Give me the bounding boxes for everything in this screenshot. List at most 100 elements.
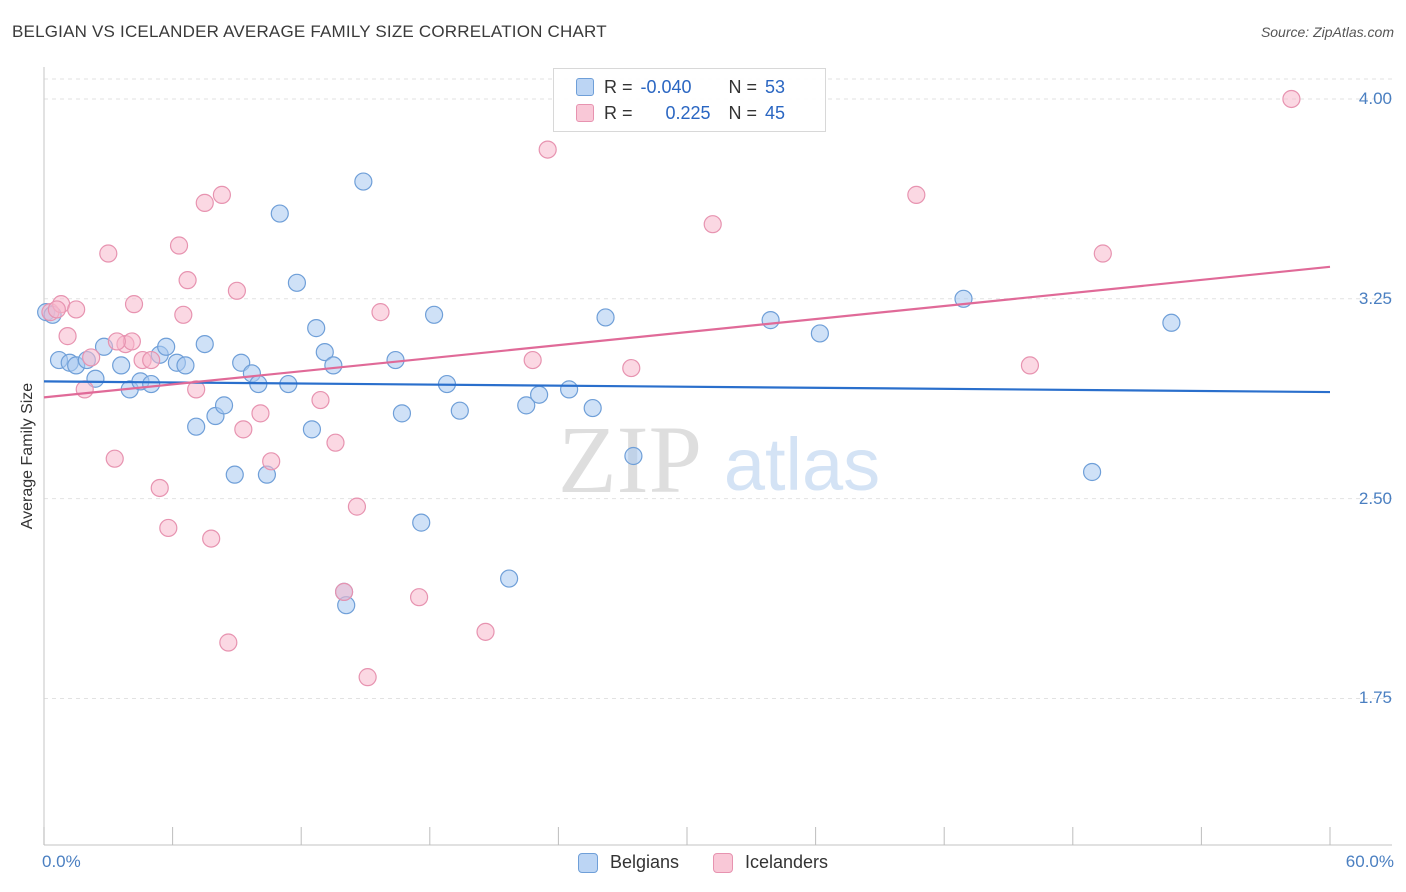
icelanders-point (251, 404, 270, 423)
icelanders-point (358, 668, 377, 687)
icelanders-points (41, 89, 1301, 687)
belgians-point (214, 396, 234, 415)
belgians-point (392, 404, 412, 423)
legend-label-belgians: Belgians (609, 852, 679, 872)
icelanders-point (169, 236, 189, 255)
belgians-points (37, 172, 1181, 615)
belgians-point (424, 305, 444, 324)
chart-source: Source: ZipAtlas.com (1260, 24, 1394, 40)
belgians-point (324, 356, 343, 375)
icelanders-point (174, 305, 193, 324)
icelanders-point (703, 215, 722, 234)
belgians-point (1162, 313, 1181, 332)
axes-layer (43, 67, 1392, 846)
belgians-point (176, 356, 195, 375)
icelanders-point (107, 332, 126, 351)
icelanders-point (907, 185, 926, 204)
belgians-point (195, 334, 214, 354)
icelanders-point (538, 140, 557, 159)
icelanders-point (82, 348, 101, 367)
icelanders-point (409, 588, 429, 607)
belgians-point (187, 417, 206, 436)
icelanders-point (371, 303, 390, 322)
belgians-point (157, 337, 176, 356)
legend-swatch-icelanders (712, 852, 733, 873)
belgians-point (225, 465, 244, 484)
icelanders-point (311, 390, 330, 410)
icelanders-point (105, 449, 124, 468)
stats-legend: R = -0.040 N = 53 R = 0.225 N = 45 (553, 68, 826, 132)
y-tick-label: 3.25 (1358, 288, 1392, 308)
icelanders-point (67, 300, 86, 319)
y-tick-label: 2.50 (1358, 488, 1392, 508)
icelanders-point (326, 433, 345, 452)
belgians-point (270, 204, 289, 223)
icelanders-point (1020, 356, 1040, 375)
y-tick-label: 1.75 (1358, 688, 1392, 708)
icelanders-point (212, 185, 231, 204)
x-tick-label-min: 0.0% (42, 852, 81, 871)
belgians-point (307, 319, 326, 338)
icelanders-trend-line (43, 265, 1331, 399)
belgians-point (530, 385, 549, 404)
belgians-point (500, 569, 519, 588)
legend-r-value: 0.225 (660, 102, 711, 123)
icelanders-point (219, 633, 238, 652)
belgians-point (315, 342, 334, 362)
legend-swatch-belgians (576, 78, 594, 96)
belgians-point (86, 369, 105, 388)
legend-row-icelanders: R = 0.225 N = 45 (576, 101, 785, 125)
y-tick-label: 4.00 (1358, 88, 1392, 108)
icelanders-point (227, 281, 246, 300)
icelanders-point (476, 622, 495, 641)
icelanders-point (195, 193, 214, 212)
icelanders-point (47, 300, 66, 319)
belgians-point (302, 420, 322, 439)
x-tick-label-max: 60.0% (1345, 852, 1394, 871)
belgians-point (583, 398, 602, 418)
belgians-point (354, 172, 373, 191)
legend-n-value: 45 (765, 102, 786, 123)
legend-n-label: N = (728, 76, 758, 97)
icelanders-point (124, 295, 144, 314)
legend-r-value: -0.040 (640, 76, 692, 97)
legend-item-belgians: Belgians (577, 852, 679, 873)
belgians-point (450, 401, 469, 420)
legend-swatch-icelanders (576, 104, 594, 122)
belgians-point (142, 374, 161, 394)
legend-item-icelanders: Icelanders (712, 852, 829, 873)
belgians-point (287, 273, 307, 292)
legend-swatch-belgians (577, 852, 598, 873)
belgians-point (560, 380, 579, 399)
belgians-point (596, 308, 615, 327)
legend-n-label: N = (728, 102, 758, 123)
belgians-trend-line (43, 380, 1331, 394)
icelanders-point (1282, 89, 1301, 109)
belgians-point (412, 513, 431, 532)
icelanders-point (622, 358, 641, 378)
icelanders-point (234, 420, 253, 439)
watermark-atlas: atlas (724, 423, 880, 506)
belgians-point (112, 356, 131, 375)
belgians-point (232, 353, 251, 372)
legend-row-belgians: R = -0.040 N = 53 (576, 75, 785, 99)
icelanders-point (75, 380, 94, 399)
icelanders-point (1093, 244, 1112, 263)
legend-label-icelanders: Icelanders (744, 852, 829, 872)
legend-r-label: R = (604, 102, 633, 123)
icelanders-point (262, 452, 281, 471)
icelanders-point (159, 518, 178, 538)
watermark: ZIP atlas (558, 406, 880, 513)
icelanders-point (523, 350, 542, 370)
icelanders-point (99, 244, 118, 263)
belgians-point (1082, 462, 1102, 482)
icelanders-point (150, 478, 169, 498)
icelanders-point (178, 271, 197, 290)
belgians-point (761, 311, 780, 330)
chart-title: BELGIAN VS ICELANDER AVERAGE FAMILY SIZE… (12, 22, 607, 41)
icelanders-point (58, 327, 77, 346)
icelanders-point (334, 582, 354, 601)
trend-layer (43, 265, 1331, 399)
legend-n-value: 53 (765, 76, 786, 97)
